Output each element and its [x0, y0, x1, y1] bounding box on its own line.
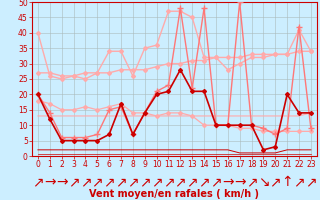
X-axis label: Vent moyen/en rafales ( km/h ): Vent moyen/en rafales ( km/h ) [89, 189, 260, 199]
